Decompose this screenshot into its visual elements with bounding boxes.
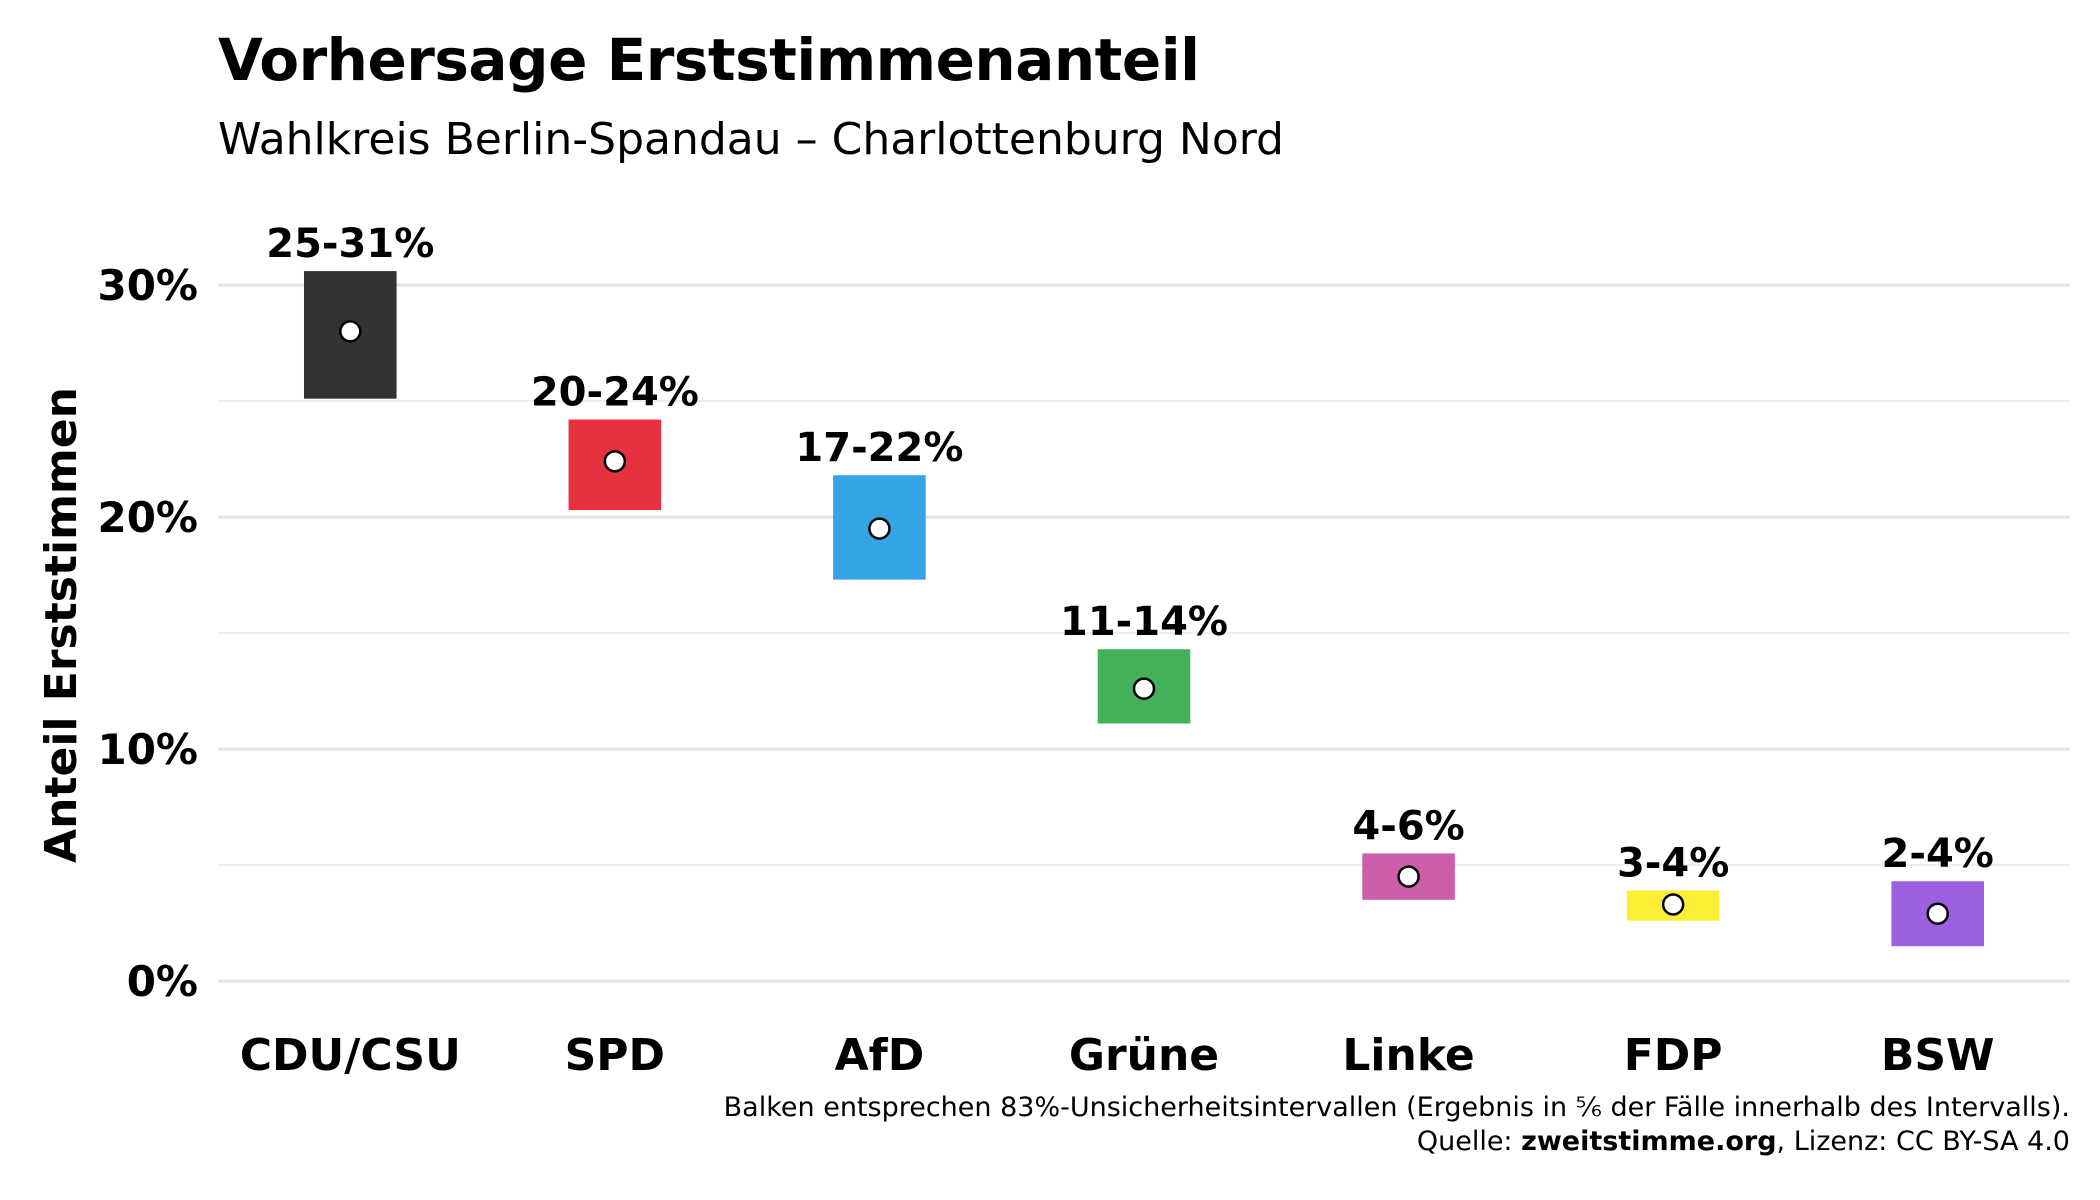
gridlines [218,283,2070,983]
x-tick-label: Grüne [1069,1030,1219,1081]
interval-label: 25-31% [266,221,434,267]
footer-license: , Lizenz: CC BY-SA 4.0 [1776,1126,2070,1157]
footer-note: Balken entsprechen 83%-Unsicherheitsinte… [723,1092,2070,1123]
interval-label: 4-6% [1352,803,1464,849]
estimate-point [1397,865,1420,888]
y-axis: 0% 10% 20% 30% [97,261,198,1006]
interval-label: 3-4% [1617,841,1729,887]
footer-source-link[interactable]: zweitstimme.org [1521,1126,1777,1157]
x-tick-label: CDU/CSU [240,1030,461,1081]
y-axis-label: Anteil Erststimmen [36,387,87,863]
y-tick-label: 0% [127,957,198,1006]
interval-label: 20-24% [531,370,699,416]
estimate-point [868,517,891,540]
y-tick-label: 20% [97,493,198,542]
x-tick-label: FDP [1624,1030,1723,1081]
estimate-point [1926,902,1949,925]
x-tick-label: Linke [1342,1030,1474,1081]
interval-label: 2-4% [1882,831,1994,877]
footer-source-prefix: Quelle: [1416,1126,1522,1157]
x-axis: CDU/CSU SPD AfD Grüne Linke FDP BSW [240,1030,1995,1081]
chart-title: Vorhersage Erststimmenanteil [218,26,1200,94]
estimate-point [1661,893,1685,916]
estimate-point [603,450,627,473]
x-tick-label: AfD [835,1030,925,1081]
estimate-point [1132,677,1156,700]
interval-label: 11-14% [1060,599,1228,645]
y-tick-label: 30% [97,261,198,310]
estimate-point [339,320,362,343]
interval-label: 17-22% [795,425,963,471]
x-tick-label: BSW [1881,1030,1995,1081]
y-tick-label: 10% [97,725,198,774]
chart-subtitle: Wahlkreis Berlin-Spandau – Charlottenbur… [218,114,1284,165]
footer-source: Quelle: zweitstimme.org, Lizenz: CC BY-S… [1417,1126,2070,1157]
interval-bars: 25-31% 20-24% 17-22% 11-14% 4-6% 3-4% 2-4% [266,221,1994,947]
x-tick-label: SPD [565,1030,665,1081]
